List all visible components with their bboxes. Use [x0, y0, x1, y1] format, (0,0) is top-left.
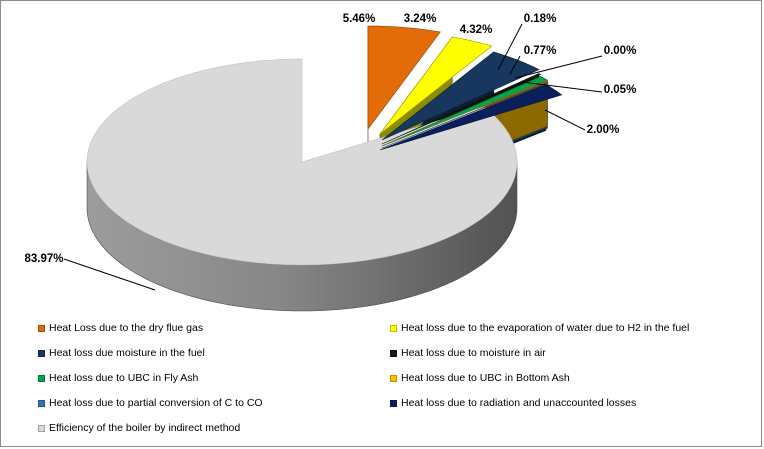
legend-swatch: [38, 349, 45, 357]
legend-swatch: [38, 399, 45, 407]
data-label-heat-loss-due-to-ubc-in-fly-ash: 0.77%: [524, 45, 557, 57]
legend-swatch: [390, 349, 397, 357]
legend-swatch: [38, 424, 45, 432]
data-label-heat-loss-due-to-the-dry-flue-gas: 5.46%: [343, 13, 376, 25]
legend-swatch: [390, 374, 397, 382]
legend-label: Heat loss due to the evaporation of wate…: [401, 322, 690, 334]
leader-line-heat-loss-due-to-ubc-in-bottom-ash: [514, 55, 603, 79]
legend-item-heat-loss-due-to-moisture-in-air: Heat loss due to moisture in air: [390, 347, 546, 359]
legend-label: Efficiency of the boiler by indirect met…: [49, 422, 241, 434]
pie-slice-heat-loss-due-to-moisture-in-air: [381, 73, 542, 145]
pie-leader-lines: [63, 23, 603, 291]
legend-label: Heat Loss due to the dry flue gas: [49, 322, 204, 334]
legend-item-heat-loss-due-to-partial-conversion-of-c-to-co: Heat loss due to partial conversion of C…: [38, 397, 263, 409]
legend-swatch: [390, 324, 397, 332]
leader-line-efficiency-of-the-boiler-by-indirect-method: [63, 258, 156, 291]
data-label-heat-loss-due-moisture-in-the-fuel: 4.32%: [460, 24, 493, 36]
legend-item-heat-loss-due-to-radiation-and-unaccounted-losses: Heat loss due to radiation and unaccount…: [390, 397, 636, 409]
data-label-efficiency-of-the-boiler-by-indirect-method: 83.97%: [24, 253, 63, 265]
legend-label: Heat loss due to UBC in Bottom Ash: [401, 372, 570, 384]
leader-line-heat-loss-due-to-moisture-in-air: [497, 23, 523, 71]
legend-label: Heat loss due to partial conversion of C…: [49, 397, 263, 409]
legend-label: Heat loss due to moisture in air: [401, 347, 546, 359]
pie-slice-efficiency-of-the-boiler-by-indirect-method: [86, 58, 518, 266]
legend-label: Heat loss due to radiation and unaccount…: [401, 397, 637, 409]
leader-line-heat-loss-due-to-partial-conversion-of-c-to-co: [521, 81, 603, 93]
pie-slice-heat-loss-due-to-the-evaporation-of-water-due-to-h2-in-the-fuel: [379, 36, 493, 135]
pie-data-labels: 5.46% 3.24% 4.32% 0.18% 0.77% 0.00% 0.05% 2.00%…: [24, 13, 636, 265]
pie-slice-heat-loss-due-to-radiation-and-unaccounted-losses: [379, 84, 563, 151]
data-label-heat-loss-due-to-partial-conversion-of-c-to-co: 0.05%: [604, 84, 637, 96]
legend-swatch: [390, 399, 397, 407]
legend-swatch: [38, 374, 45, 382]
legend-item-heat-loss-due-to-ubc-in-fly-ash: Heat loss due to UBC in Fly Ash: [38, 372, 198, 384]
pie-tops: [86, 25, 563, 266]
data-label-heat-loss-due-to-moisture-in-air: 0.18%: [524, 13, 557, 25]
pie-slice-heat-loss-due-to-ubc-in-bottom-ash: [381, 79, 548, 147]
legend-item-heat-loss-due-moisture-in-the-fuel: Heat loss due moisture in the fuel: [38, 347, 205, 359]
pie-slice-heat-loss-due-to-partial-conversion-of-c-to-co: [381, 81, 549, 149]
leader-line-heat-loss-due-to-radiation-and-unaccounted-losses: [544, 109, 586, 131]
pie-slice-heat-loss-due-to-the-dry-flue-gas: [367, 25, 441, 130]
leader-line-heat-loss-due-to-ubc-in-fly-ash: [509, 55, 521, 75]
legend-label: Heat loss due moisture in the fuel: [49, 347, 205, 359]
legend-label: Heat loss due to UBC in Fly Ash: [49, 372, 199, 384]
data-label-heat-loss-due-to-the-evaporation-of-water-due-to-h2-in-the-fuel: 3.24%: [404, 13, 437, 25]
legend-item-heat-loss-due-to-the-dry-flue-gas: Heat Loss due to the dry flue gas: [38, 322, 203, 334]
legend-swatch: [38, 324, 45, 332]
data-label-heat-loss-due-to-radiation-and-unaccounted-losses: 2.00%: [587, 124, 620, 136]
legend-item-heat-loss-due-to-the-evaporation-of-water-due-to-h2-in-the-fuel: Heat loss due to the evaporation of wate…: [390, 322, 689, 334]
legend-item-efficiency-of-the-boiler-by-indirect-method: Efficiency of the boiler by indirect met…: [38, 422, 240, 434]
legend-item-heat-loss-due-to-ubc-in-bottom-ash: Heat loss due to UBC in Bottom Ash: [390, 372, 570, 384]
data-label-heat-loss-due-to-ubc-in-bottom-ash: 0.00%: [604, 45, 637, 57]
